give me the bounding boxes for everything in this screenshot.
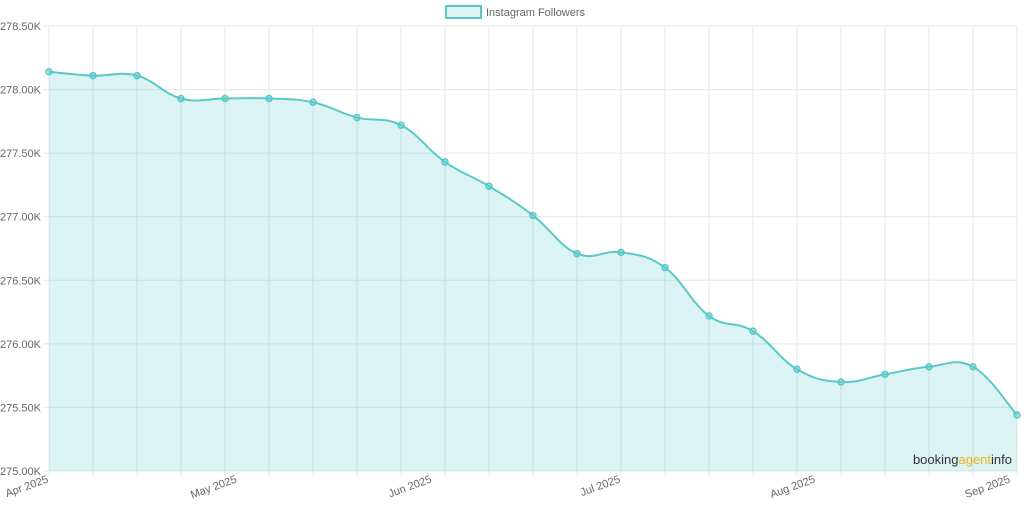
data-point[interactable] <box>177 94 185 103</box>
data-point[interactable] <box>969 362 977 371</box>
y-tick-label: 275.00K <box>0 466 42 478</box>
data-point[interactable] <box>837 378 845 386</box>
watermark-part-info: info <box>991 452 1012 467</box>
y-axis-ticks: 278.50K 278.00K 277.50K 277.00K 276.50K 276.0… <box>0 21 42 478</box>
x-tick-label: Aug 2025 <box>769 474 817 501</box>
data-point[interactable] <box>309 98 317 107</box>
data-point[interactable] <box>1013 411 1021 419</box>
data-point[interactable] <box>133 71 141 80</box>
area-layer <box>49 71 1017 472</box>
data-point[interactable] <box>749 327 757 335</box>
x-tick-label: Sep 2025 <box>963 474 1011 501</box>
y-tick-label: 276.50K <box>0 275 42 287</box>
data-point[interactable] <box>221 94 229 103</box>
points-layer <box>45 68 1021 419</box>
series-area-fill <box>49 71 1017 472</box>
watermark-part-agent: agent <box>958 452 991 467</box>
y-tick-label: 278.50K <box>0 21 42 33</box>
data-point[interactable] <box>881 370 889 379</box>
y-tick-label: 276.00K <box>0 339 42 351</box>
data-point[interactable] <box>441 158 449 166</box>
data-point[interactable] <box>89 71 97 80</box>
x-tick-label: Jun 2025 <box>387 474 434 501</box>
data-point[interactable] <box>265 94 273 103</box>
data-point[interactable] <box>573 249 581 258</box>
y-tick-label: 277.00K <box>0 212 42 224</box>
x-axis-ticks: Apr 2025 May 2025 Jun 2025 Jul 2025 Aug 2025… <box>4 474 1012 502</box>
series-line <box>48 70 1018 416</box>
data-point[interactable] <box>617 248 625 257</box>
data-point[interactable] <box>529 211 537 220</box>
data-point[interactable] <box>397 121 405 129</box>
data-point[interactable] <box>661 263 669 272</box>
x-tick-label: Jul 2025 <box>579 474 622 500</box>
y-tick-label: 278.00K <box>0 85 42 97</box>
watermark-part-booking: booking <box>913 452 959 467</box>
y-tick-label: 275.50K <box>0 402 42 414</box>
legend-swatch[interactable] <box>445 5 482 19</box>
data-point[interactable] <box>925 362 933 371</box>
data-point[interactable] <box>705 312 713 320</box>
y-tick-label: 277.50K <box>0 148 42 160</box>
data-point[interactable] <box>45 68 53 76</box>
legend[interactable]: Instagram Followers <box>445 5 586 19</box>
data-point[interactable] <box>793 365 801 374</box>
grid-layer <box>44 25 1018 476</box>
data-point[interactable] <box>353 113 361 122</box>
data-point[interactable] <box>485 182 493 190</box>
watermark-logo: bookingagentinfo <box>913 452 1012 467</box>
line-layer <box>48 70 1018 416</box>
x-tick-label: May 2025 <box>189 474 239 502</box>
legend-label[interactable]: Instagram Followers <box>486 7 586 19</box>
